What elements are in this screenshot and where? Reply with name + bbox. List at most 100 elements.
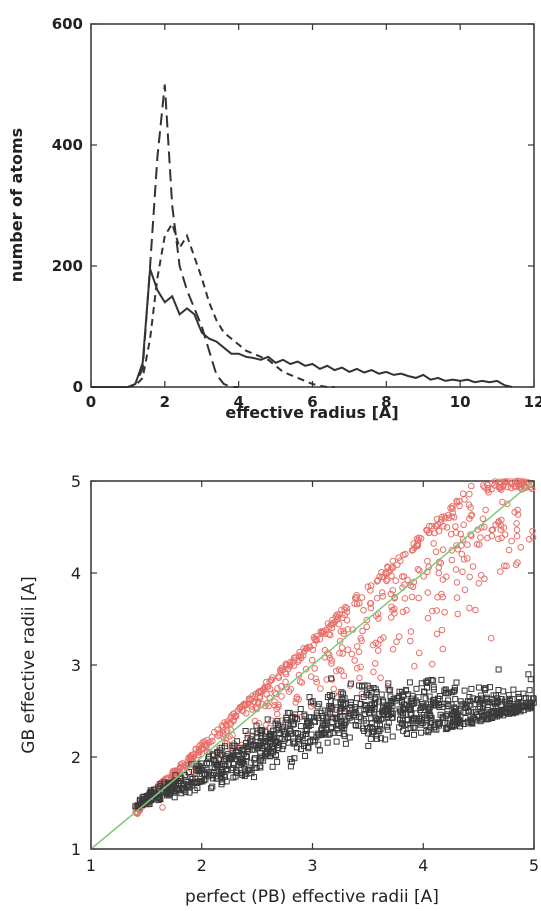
chart2-point-circle — [482, 506, 489, 514]
chart2-point-circle — [464, 541, 471, 549]
chart2-point-square — [477, 718, 484, 725]
chart2-point-square — [495, 666, 502, 673]
chart2-point-square — [132, 803, 139, 810]
chart2-point-circle — [414, 542, 422, 550]
chart2-point-square — [411, 731, 417, 738]
chart2-point-circle — [367, 604, 375, 612]
chart2-point-circle — [357, 663, 364, 671]
chart2-point-circle — [481, 523, 488, 531]
chart2-y-ticks: 1 2 3 4 5 — [71, 472, 534, 859]
chart2-point-square — [389, 710, 396, 717]
chart2-point-circle — [458, 550, 466, 558]
chart2-point-square — [501, 698, 508, 705]
chart2-point-square — [333, 738, 340, 745]
chart2-point-square — [427, 713, 434, 719]
chart2-point-circle — [410, 578, 418, 586]
chart2-point-circle — [425, 563, 433, 571]
chart2-point-circle — [388, 572, 395, 580]
chart2-point-square — [294, 716, 301, 723]
chart2-point-circle — [408, 593, 416, 601]
chart2-point-circle — [404, 576, 411, 584]
chart2-point-circle — [313, 678, 321, 686]
chart2-point-circle — [442, 514, 449, 522]
chart2-point-circle — [461, 586, 469, 594]
chart2-x-tick-label: 1 — [86, 856, 96, 875]
chart2-point-square — [365, 692, 372, 698]
chart2-point-circle — [302, 665, 310, 673]
chart1-series-line-2 — [91, 84, 239, 388]
chart2-point-square — [482, 685, 489, 692]
chart2-point-square — [442, 726, 449, 733]
chart2-point-square — [500, 712, 507, 719]
chart2-point-circle — [416, 567, 423, 574]
chart2-point-circle — [332, 667, 340, 675]
chart2-point-circle — [439, 645, 447, 653]
chart2-point-square — [526, 699, 533, 706]
chart2-point-circle — [245, 700, 252, 707]
chart2-point-circle — [273, 705, 281, 713]
chart2-point-circle — [449, 509, 457, 516]
chart2-point-square — [457, 707, 464, 714]
chart2-point-circle — [401, 581, 408, 588]
chart2-point-circle — [466, 604, 473, 612]
chart2-point-square — [326, 710, 333, 717]
chart2-point-square — [356, 682, 363, 689]
chart2-point-circle — [528, 485, 536, 492]
chart2-point-circle — [479, 515, 487, 523]
chart2-point-square — [230, 761, 237, 768]
chart2-point-square — [264, 716, 271, 723]
chart2-point-circle — [391, 610, 398, 617]
chart2-point-square — [259, 727, 266, 734]
chart1-x-axis-title: effective radius [A] — [225, 403, 398, 422]
chart2-point-circle — [363, 623, 371, 631]
chart2-point-square — [273, 752, 279, 759]
chart2-point-square — [287, 756, 294, 763]
chart2-point-square — [392, 697, 399, 704]
chart2-point-square — [526, 687, 533, 694]
chart2-point-square — [484, 716, 491, 722]
chart2-point-square — [257, 757, 264, 764]
chart2-point-square — [403, 731, 410, 737]
chart2-point-circle — [367, 600, 375, 607]
chart2-point-square — [262, 728, 269, 735]
chart2-point-circle — [353, 664, 361, 672]
chart2-point-circle — [378, 573, 386, 581]
chart2-point-square — [272, 720, 279, 727]
chart1-series-line-3 — [91, 221, 335, 388]
chart2-point-square — [425, 729, 432, 736]
chart2-point-circle — [397, 557, 404, 565]
chart2-point-square — [288, 718, 295, 725]
chart2-point-square — [365, 743, 372, 749]
chart2-point-circle — [373, 594, 381, 602]
chart2-point-square — [515, 690, 522, 697]
chart1-x-tick-label: 8 — [381, 393, 391, 411]
chart2-point-circle — [358, 637, 365, 645]
chart2-point-circle — [373, 578, 381, 585]
radius-histogram-chart: 0 2 4 6 8 10 12 0 200 400 600 effective radius [A… — [7, 15, 541, 422]
chart2-point-square — [330, 714, 337, 721]
chart2-point-square — [452, 722, 458, 729]
chart2-point-square — [351, 713, 358, 720]
chart2-point-circle — [459, 536, 467, 543]
chart2-point-square — [222, 761, 229, 768]
chart2-point-circle — [356, 674, 363, 682]
chart2-point-circle — [520, 479, 528, 487]
chart2-point-square — [371, 728, 377, 735]
chart2-point-square — [357, 700, 364, 707]
chart2-point-square — [203, 766, 210, 773]
chart2-point-circle — [407, 637, 414, 645]
chart2-point-square — [448, 701, 455, 708]
chart1-plot-frame — [90, 23, 535, 388]
chart2-point-circle — [467, 531, 474, 538]
chart2-point-square — [461, 687, 468, 694]
chart2-point-circle — [358, 594, 366, 601]
chart2-point-circle — [187, 753, 194, 761]
chart2-point-circle — [328, 624, 336, 632]
chart2-point-circle — [195, 746, 203, 753]
chart2-point-square — [522, 694, 529, 701]
chart2-point-circle — [336, 649, 343, 657]
chart2-point-square — [372, 696, 379, 703]
chart2-point-circle — [468, 511, 476, 519]
chart2-point-circle — [435, 527, 443, 535]
chart2-point-circle — [529, 534, 537, 541]
